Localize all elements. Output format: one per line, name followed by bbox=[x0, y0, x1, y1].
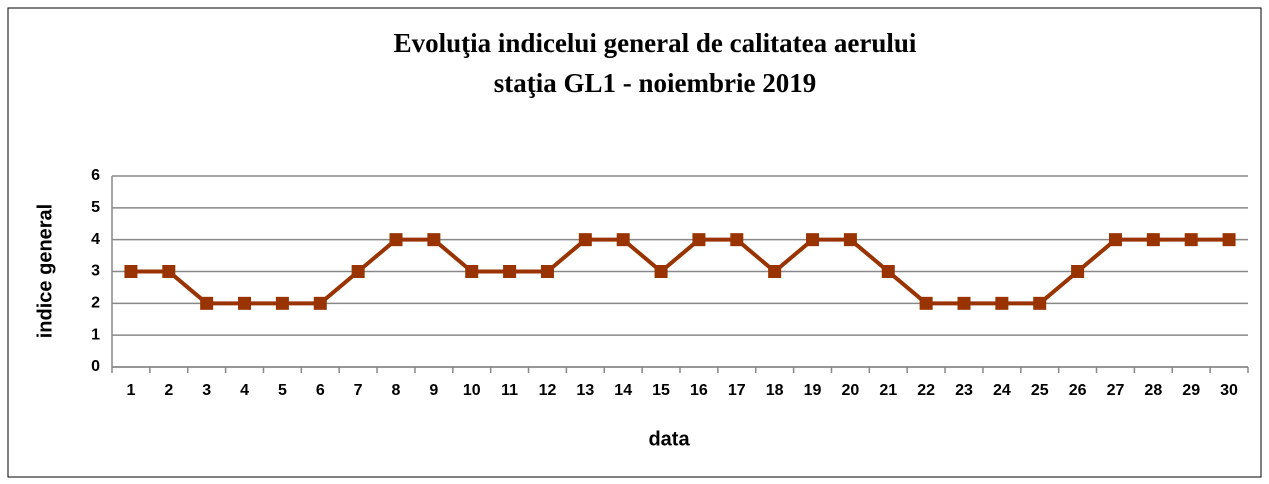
marker bbox=[1071, 265, 1085, 278]
y-tick-label: 6 bbox=[91, 167, 100, 184]
x-tick-label: 3 bbox=[202, 382, 211, 399]
chart-title: Evoluţia indicelui general de calitatea … bbox=[394, 28, 917, 58]
marker bbox=[730, 233, 744, 247]
x-tick-label: 13 bbox=[576, 382, 594, 399]
x-tick-label: 25 bbox=[1031, 382, 1049, 399]
y-tick-label: 2 bbox=[91, 295, 100, 312]
marker bbox=[275, 296, 289, 310]
marker bbox=[1033, 296, 1047, 310]
y-tick-label: 4 bbox=[91, 231, 100, 248]
x-tick-label: 29 bbox=[1182, 382, 1200, 399]
x-tick-label: 10 bbox=[463, 382, 481, 399]
x-tick-label: 23 bbox=[955, 382, 973, 399]
y-tick-label: 0 bbox=[91, 358, 100, 375]
x-tick-label: 11 bbox=[501, 382, 518, 399]
marker bbox=[465, 265, 479, 278]
x-tick-label: 15 bbox=[652, 382, 670, 399]
x-axis-label: data bbox=[648, 428, 690, 450]
marker bbox=[957, 296, 971, 310]
marker bbox=[616, 233, 630, 247]
x-tick-label: 28 bbox=[1144, 382, 1162, 399]
y-tick-label: 3 bbox=[91, 263, 100, 280]
marker bbox=[238, 296, 252, 310]
x-tick-label: 30 bbox=[1220, 382, 1238, 399]
x-tick-label: 7 bbox=[354, 382, 363, 399]
x-tick-label: 26 bbox=[1069, 382, 1087, 399]
marker bbox=[768, 265, 782, 278]
x-tick-label: 20 bbox=[842, 382, 860, 399]
marker bbox=[806, 233, 820, 247]
marker bbox=[995, 296, 1009, 310]
marker bbox=[162, 265, 176, 278]
x-tick-label: 1 bbox=[126, 382, 135, 399]
x-tick-label: 2 bbox=[164, 382, 173, 399]
marker bbox=[881, 265, 895, 278]
marker bbox=[124, 265, 138, 278]
chart-subtitle: staţia GL1 - noiembrie 2019 bbox=[494, 68, 816, 98]
x-tick-label: 12 bbox=[539, 382, 557, 399]
x-tick-label: 4 bbox=[240, 382, 249, 399]
marker bbox=[351, 265, 365, 278]
marker bbox=[692, 233, 706, 247]
x-tick-label: 19 bbox=[804, 382, 822, 399]
marker bbox=[578, 233, 592, 247]
marker bbox=[843, 233, 857, 247]
marker bbox=[919, 296, 933, 310]
x-tick-label: 27 bbox=[1107, 382, 1125, 399]
marker bbox=[1146, 233, 1160, 247]
x-tick-label: 21 bbox=[879, 382, 897, 399]
x-tick-label: 5 bbox=[278, 382, 287, 399]
y-axis-label: indice general bbox=[34, 204, 56, 339]
x-tick-label: 17 bbox=[728, 382, 746, 399]
marker bbox=[540, 265, 554, 278]
marker bbox=[1184, 233, 1198, 247]
marker bbox=[389, 233, 403, 247]
x-tick-label: 8 bbox=[392, 382, 401, 399]
x-tick-label: 9 bbox=[429, 382, 438, 399]
x-tick-label: 24 bbox=[993, 382, 1011, 399]
marker bbox=[200, 296, 214, 310]
y-tick-label: 5 bbox=[91, 199, 100, 216]
x-tick-label: 22 bbox=[917, 382, 935, 399]
x-tick-label: 18 bbox=[766, 382, 784, 399]
marker bbox=[1222, 233, 1236, 247]
chart-frame bbox=[7, 7, 1262, 478]
x-tick-label: 14 bbox=[614, 382, 632, 399]
marker bbox=[1108, 233, 1122, 247]
marker bbox=[654, 265, 668, 278]
x-tick-label: 6 bbox=[316, 382, 325, 399]
marker bbox=[427, 233, 441, 247]
x-tick-label: 16 bbox=[690, 382, 708, 399]
y-tick-label: 1 bbox=[91, 326, 100, 343]
marker bbox=[313, 296, 327, 310]
marker bbox=[503, 265, 517, 278]
